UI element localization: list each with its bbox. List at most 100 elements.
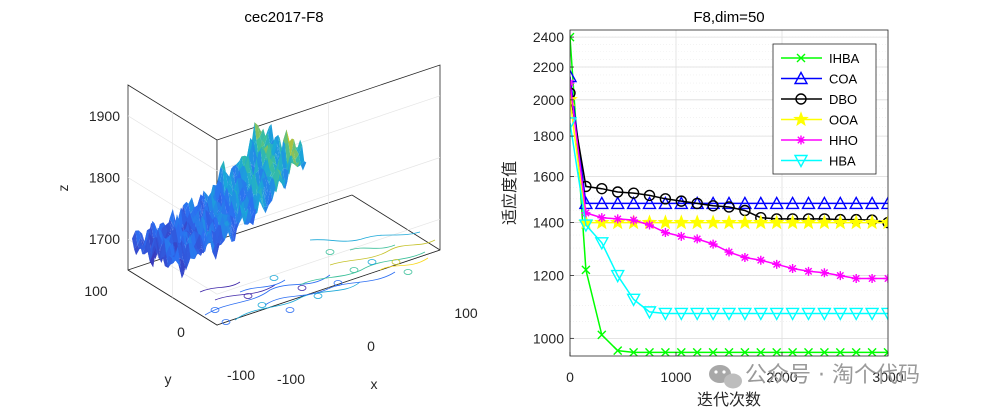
triangle-up-marker xyxy=(833,195,848,210)
surface-facet xyxy=(254,173,260,195)
triangle-up-marker xyxy=(849,195,864,210)
watermark-text: 公众号 · 淘个代码 xyxy=(745,363,920,388)
surface-facet xyxy=(219,236,225,246)
surface-facet xyxy=(179,257,186,279)
asterisk-marker xyxy=(835,271,845,281)
surface-facet xyxy=(296,139,303,155)
surface-facet xyxy=(154,245,160,261)
surface-facet xyxy=(183,242,189,267)
surface-facet xyxy=(255,146,262,160)
asterisk-marker xyxy=(804,266,813,276)
surface-facet xyxy=(266,123,272,136)
surface-facet xyxy=(196,234,202,251)
star-marker xyxy=(737,214,753,230)
triangle-up-marker xyxy=(817,195,832,210)
surface-facet xyxy=(150,236,156,249)
circle-marker xyxy=(795,93,807,105)
surface-facet xyxy=(154,223,160,239)
surface-facet xyxy=(232,192,238,214)
star-marker xyxy=(705,214,721,230)
surface-facet xyxy=(172,243,179,256)
surface-facet xyxy=(162,253,169,268)
watermark: 公众号 · 淘个代码 xyxy=(709,363,920,389)
surface-facet xyxy=(219,198,226,210)
surface-facet xyxy=(274,134,281,155)
surface-facet xyxy=(270,154,277,166)
surface-facet xyxy=(236,156,242,168)
triangle-down-marker xyxy=(753,307,768,321)
surface-facet xyxy=(132,230,138,250)
star-marker xyxy=(689,214,705,230)
asterisk-marker xyxy=(597,213,607,223)
surface-facet xyxy=(217,212,223,228)
surface-facet xyxy=(192,243,198,260)
z-axis: 1700 1800 1900 z xyxy=(55,108,120,247)
series-line-coa xyxy=(570,76,888,205)
y-axis: 100 0 -100 y xyxy=(84,283,255,387)
legend-item-dbo: DBO xyxy=(781,92,857,107)
triangle-down-marker xyxy=(769,307,784,321)
surface-facet xyxy=(272,153,278,164)
surface-facet xyxy=(270,169,276,177)
y-tick-2200: 2200 xyxy=(533,59,564,75)
surface-facet xyxy=(152,236,158,255)
x-marker xyxy=(708,347,718,356)
legend-item-coa: COA xyxy=(781,71,858,87)
surface-facet xyxy=(264,187,270,195)
triangle-down-marker xyxy=(880,307,888,321)
surface-facet xyxy=(222,168,228,192)
surface-facet xyxy=(289,149,296,160)
surface-facet xyxy=(183,231,190,246)
axis-ticks: 0 1000 2000 3000 1000 1200 1400 1600 1800 2000 220… xyxy=(533,29,904,385)
surface-facet xyxy=(185,242,191,267)
surface-facet xyxy=(273,168,280,188)
contour-ring xyxy=(333,280,343,286)
triangle-down-marker xyxy=(626,293,641,307)
surface-facet xyxy=(181,207,187,228)
surface-facet xyxy=(157,227,164,244)
surface-mesh xyxy=(132,122,307,279)
x-marker xyxy=(867,347,877,356)
surface-facet xyxy=(239,203,246,215)
surface-facet xyxy=(200,228,206,248)
surface-facet xyxy=(151,223,157,239)
surface-facet xyxy=(191,215,198,225)
surface-facet xyxy=(249,173,255,190)
surface-facet xyxy=(135,230,141,246)
surface-facet xyxy=(165,222,171,234)
star-marker xyxy=(864,214,880,230)
contour-ring xyxy=(269,275,279,281)
triangle-down-marker xyxy=(721,307,737,321)
contour-ring xyxy=(221,319,231,325)
y-axis-label-fitness: 适应度值 xyxy=(500,161,519,225)
x-marker xyxy=(819,347,829,356)
circle-marker xyxy=(570,87,576,99)
surface-facet xyxy=(288,155,295,172)
asterisk-marker xyxy=(796,135,806,145)
surface-facet xyxy=(258,187,264,207)
contour-ring xyxy=(367,259,377,265)
triangle-up-marker xyxy=(801,195,816,210)
surface-facet xyxy=(205,209,211,231)
star-marker xyxy=(721,214,737,230)
contour-ring xyxy=(285,307,295,313)
surface-facet xyxy=(225,168,232,187)
triangle-up-marker xyxy=(642,195,657,210)
surface-facet xyxy=(187,222,194,235)
surface-facet xyxy=(222,214,229,230)
surface-facet xyxy=(167,231,173,246)
surface-facet xyxy=(218,180,224,195)
surface-facet xyxy=(287,162,293,182)
triangle-down-marker xyxy=(610,269,625,284)
y-tick-100: 100 xyxy=(84,283,108,299)
surface-facet xyxy=(164,237,170,254)
surface-facet xyxy=(293,149,299,160)
surface-facet xyxy=(252,192,258,210)
surface-facet xyxy=(238,212,245,225)
triangle-up-marker xyxy=(785,195,800,210)
y-tick-1800: 1800 xyxy=(533,128,564,144)
surface-facet xyxy=(283,129,289,144)
y-tick-1000: 1000 xyxy=(533,330,564,346)
contour-ring xyxy=(313,293,323,299)
triangle-up-marker xyxy=(594,195,609,210)
